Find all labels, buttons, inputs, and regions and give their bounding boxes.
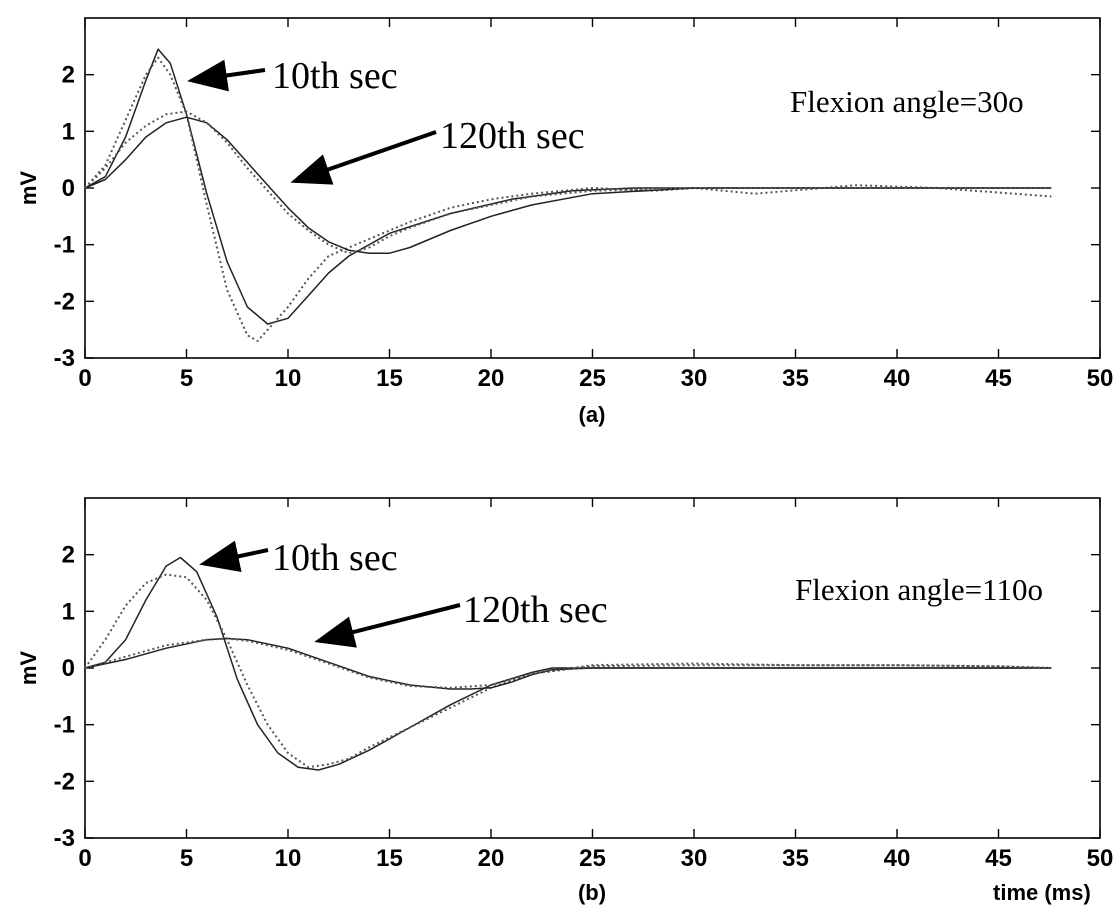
arrow-10th-sec <box>199 540 269 572</box>
arrow-120th-sec <box>290 130 437 185</box>
x-tick-label: 50 <box>1087 845 1114 872</box>
x-tick-label: 40 <box>884 845 911 872</box>
annotation-120th-sec: 120th sec <box>463 589 608 631</box>
x-tick-label: 50 <box>1087 365 1114 392</box>
x-tick-label: 30 <box>681 845 708 872</box>
x-tick-label: 30 <box>681 365 708 392</box>
x-tick-label: 45 <box>985 365 1012 392</box>
x-tick-label: 10 <box>275 365 302 392</box>
x-tick-label: 35 <box>782 845 809 872</box>
arrow-120th-sec <box>314 603 461 648</box>
annotation-10th-sec: 10th sec <box>272 537 398 579</box>
x-tick-label: 15 <box>376 365 403 392</box>
y-tick-label: -2 <box>54 768 75 795</box>
series-line-2 <box>84 56 1052 342</box>
x-tick-label: 20 <box>478 845 505 872</box>
y-tick-label: 0 <box>62 175 75 202</box>
x-tick-label: 5 <box>180 365 193 392</box>
annotation-10th-sec: 10th sec <box>272 55 398 97</box>
panel-caption: (a) <box>579 402 606 427</box>
x-tick-label: 10 <box>275 845 302 872</box>
y-tick-label: -1 <box>54 232 75 259</box>
x-tick-label: 5 <box>180 845 193 872</box>
y-tick-label: -1 <box>54 712 75 739</box>
y-axis-label: mV <box>16 651 41 686</box>
x-tick-label: 0 <box>78 845 91 872</box>
y-tick-label: 1 <box>62 598 75 625</box>
arrow-10th-sec <box>187 59 266 92</box>
y-axis-label: mV <box>16 171 41 206</box>
y-tick-label: -3 <box>54 345 75 372</box>
x-axis-label: time (ms) <box>993 880 1091 905</box>
x-tick-label: 35 <box>782 365 809 392</box>
series-line-3 <box>84 116 1052 254</box>
y-tick-label: -3 <box>54 825 75 852</box>
x-tick-label: 25 <box>579 365 606 392</box>
x-tick-label: 0 <box>78 365 91 392</box>
x-tick-label: 15 <box>376 845 403 872</box>
y-tick-label: 1 <box>62 118 75 145</box>
y-tick-label: 0 <box>62 655 75 682</box>
annotation-flexion-angle: Flexion angle=30o <box>790 84 1024 119</box>
panel-b: 0 5 10 15 20 25 30 35 40 45 50 -3 -2 -1 0 1 2 mV (b) time (… <box>16 497 1114 905</box>
series-line-3 <box>84 637 1052 690</box>
x-tick-label: 25 <box>579 845 606 872</box>
y-tick-label: 2 <box>62 62 75 89</box>
series-line-2 <box>84 573 1052 769</box>
annotation-120th-sec: 120th sec <box>440 115 585 157</box>
series-line-4 <box>84 637 1052 689</box>
panel-a: 0 5 10 15 20 25 30 35 40 45 50 -3 -2 -1 0 1 2 mV (a) 10th s… <box>16 17 1114 427</box>
panel-caption: (b) <box>578 880 606 905</box>
annotation-flexion-angle: Flexion angle=110o <box>795 572 1043 607</box>
y-tick-label: -2 <box>54 288 75 315</box>
y-tick-label: 2 <box>62 542 75 569</box>
x-tick-label: 45 <box>985 845 1012 872</box>
x-tick-label: 20 <box>478 365 505 392</box>
x-tick-label: 40 <box>884 365 911 392</box>
